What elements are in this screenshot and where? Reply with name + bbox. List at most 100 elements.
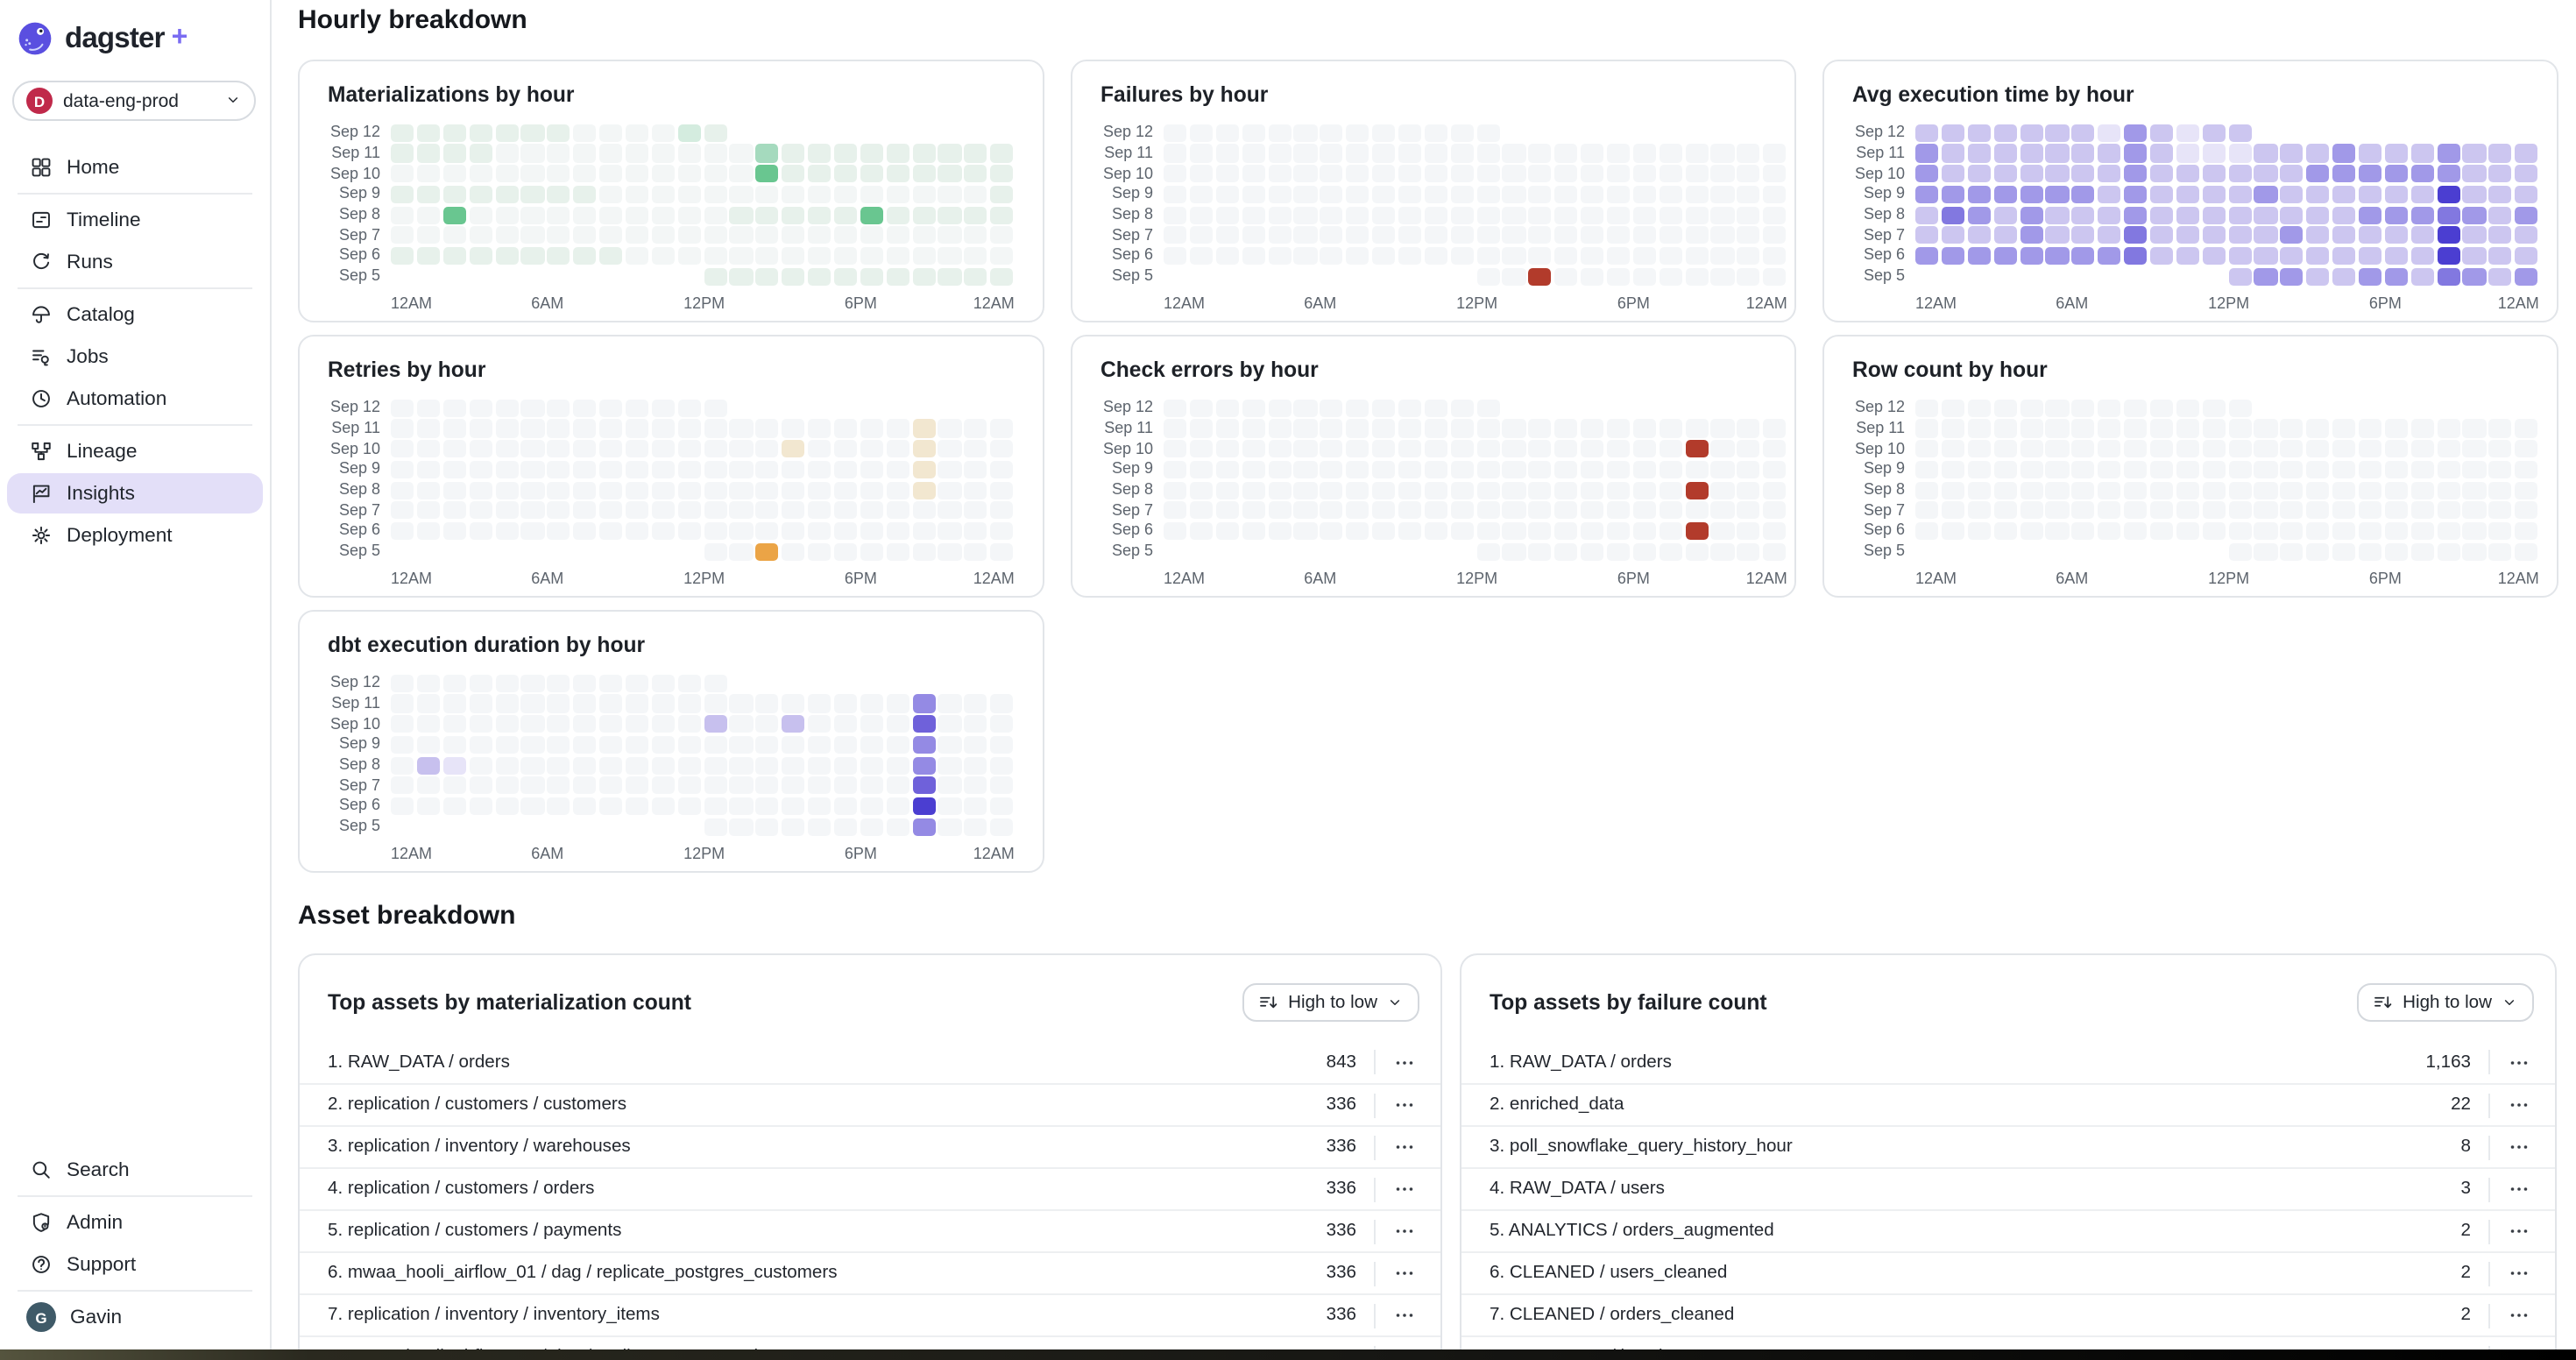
heatmap-cell[interactable]	[1967, 165, 1991, 183]
heatmap-cell[interactable]	[1737, 460, 1760, 478]
heatmap-cell[interactable]	[391, 419, 414, 438]
heatmap-cell[interactable]	[651, 124, 675, 142]
heatmap-cell[interactable]	[2071, 481, 2095, 499]
heatmap-cell[interactable]	[704, 776, 727, 795]
heatmap-cell[interactable]	[2228, 419, 2252, 438]
row-menu-button[interactable]	[1384, 1220, 1423, 1243]
heatmap-cell[interactable]	[2098, 399, 2121, 417]
heatmap-cell[interactable]	[729, 501, 754, 520]
heatmap-cell[interactable]	[1346, 206, 1369, 224]
heatmap-cell[interactable]	[1528, 440, 1552, 458]
heatmap-cell[interactable]	[2384, 419, 2408, 438]
heatmap-cell[interactable]	[1164, 521, 1187, 541]
heatmap-cell[interactable]	[2410, 521, 2434, 541]
heatmap-cell[interactable]	[2515, 226, 2538, 244]
heatmap-cell[interactable]	[2332, 185, 2356, 203]
heatmap-cell[interactable]	[1554, 185, 1578, 203]
heatmap-cell[interactable]	[704, 246, 727, 266]
heatmap-cell[interactable]	[495, 144, 519, 163]
heatmap-cell[interactable]	[912, 756, 936, 775]
heatmap-cell[interactable]	[1346, 144, 1369, 163]
heatmap-cell[interactable]	[704, 521, 727, 541]
heatmap-cell[interactable]	[729, 246, 754, 266]
heatmap-cell[interactable]	[1993, 246, 2017, 266]
heatmap-cell[interactable]	[729, 460, 754, 478]
heatmap-cell[interactable]	[782, 419, 805, 438]
heatmap-cell[interactable]	[2306, 542, 2330, 561]
heatmap-cell[interactable]	[599, 521, 623, 541]
heatmap-cell[interactable]	[2254, 206, 2278, 224]
heatmap-cell[interactable]	[833, 460, 858, 478]
heatmap-cell[interactable]	[2176, 185, 2199, 203]
heatmap-cell[interactable]	[2306, 144, 2330, 163]
heatmap-cell[interactable]	[391, 674, 414, 692]
heatmap-cell[interactable]	[886, 165, 909, 183]
heatmap-cell[interactable]	[912, 419, 936, 438]
heatmap-cell[interactable]	[1659, 165, 1682, 183]
heatmap-cell[interactable]	[1685, 267, 1709, 286]
heatmap-cell[interactable]	[520, 440, 545, 458]
heatmap-cell[interactable]	[2176, 246, 2199, 266]
heatmap-cell[interactable]	[704, 440, 727, 458]
sidebar-item-support[interactable]: Support	[7, 1244, 263, 1285]
heatmap-cell[interactable]	[495, 246, 519, 266]
heatmap-cell[interactable]	[416, 419, 441, 438]
heatmap-cell[interactable]	[1554, 246, 1578, 266]
heatmap-cell[interactable]	[1554, 460, 1578, 478]
heatmap-cell[interactable]	[1528, 144, 1552, 163]
heatmap-cell[interactable]	[1372, 399, 1396, 417]
heatmap-cell[interactable]	[1450, 399, 1474, 417]
heatmap-cell[interactable]	[573, 694, 597, 713]
heatmap-cell[interactable]	[886, 206, 909, 224]
heatmap-cell[interactable]	[2045, 226, 2070, 244]
heatmap-cell[interactable]	[2306, 481, 2330, 499]
heatmap-cell[interactable]	[1164, 481, 1187, 499]
heatmap-cell[interactable]	[469, 226, 492, 244]
heatmap-cell[interactable]	[860, 521, 883, 541]
heatmap-cell[interactable]	[729, 481, 754, 499]
heatmap-cell[interactable]	[1293, 460, 1318, 478]
heatmap-cell[interactable]	[469, 756, 492, 775]
heatmap-cell[interactable]	[599, 797, 623, 816]
heatmap-cell[interactable]	[442, 460, 466, 478]
heatmap-cell[interactable]	[1763, 419, 1787, 438]
heatmap-cell[interactable]	[2124, 481, 2148, 499]
heatmap-cell[interactable]	[990, 501, 1014, 520]
heatmap-cell[interactable]	[1581, 144, 1604, 163]
heatmap-cell[interactable]	[2045, 460, 2070, 478]
heatmap-cell[interactable]	[2437, 185, 2460, 203]
heatmap-cell[interactable]	[1554, 267, 1578, 286]
heatmap-cell[interactable]	[469, 144, 492, 163]
heatmap-cell[interactable]	[1737, 165, 1760, 183]
heatmap-cell[interactable]	[1346, 521, 1369, 541]
heatmap-cell[interactable]	[651, 715, 675, 733]
heatmap-cell[interactable]	[2332, 501, 2356, 520]
heatmap-cell[interactable]	[1164, 185, 1187, 203]
heatmap-cell[interactable]	[1242, 206, 1265, 224]
heatmap-cell[interactable]	[704, 797, 727, 816]
heatmap-cell[interactable]	[2176, 399, 2199, 417]
heatmap-cell[interactable]	[782, 542, 805, 561]
heatmap-cell[interactable]	[1268, 481, 1292, 499]
heatmap-cell[interactable]	[938, 144, 962, 163]
heatmap-cell[interactable]	[1659, 185, 1682, 203]
heatmap-cell[interactable]	[1346, 399, 1369, 417]
heatmap-cell[interactable]	[677, 674, 701, 692]
heatmap-cell[interactable]	[2045, 165, 2070, 183]
heatmap-cell[interactable]	[2437, 419, 2460, 438]
heatmap-cell[interactable]	[1320, 399, 1343, 417]
heatmap-cell[interactable]	[651, 501, 675, 520]
heatmap-cell[interactable]	[2254, 419, 2278, 438]
heatmap-cell[interactable]	[1242, 481, 1265, 499]
heatmap-cell[interactable]	[416, 797, 441, 816]
heatmap-cell[interactable]	[469, 776, 492, 795]
heatmap-cell[interactable]	[2332, 460, 2356, 478]
heatmap-cell[interactable]	[912, 165, 936, 183]
heatmap-cell[interactable]	[1967, 399, 1991, 417]
heatmap-cell[interactable]	[704, 818, 727, 836]
heatmap-cell[interactable]	[2462, 206, 2487, 224]
heatmap-cell[interactable]	[782, 797, 805, 816]
heatmap-cell[interactable]	[2149, 246, 2174, 266]
heatmap-cell[interactable]	[1554, 206, 1578, 224]
heatmap-cell[interactable]	[495, 521, 519, 541]
